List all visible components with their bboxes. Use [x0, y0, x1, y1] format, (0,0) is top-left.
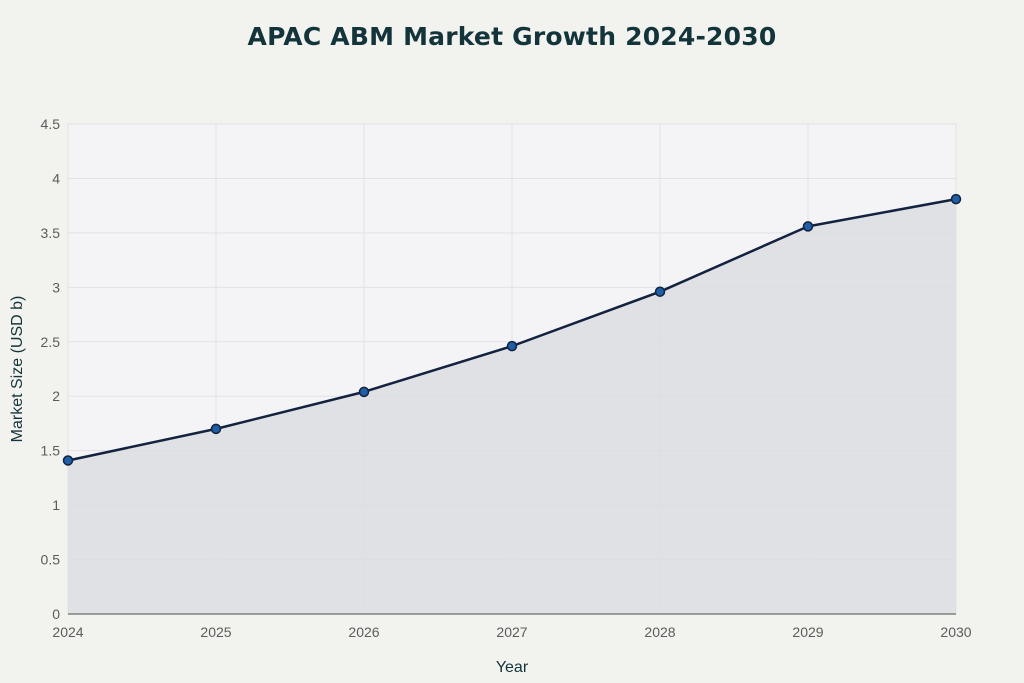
data-point-2025[interactable]: [210, 423, 222, 435]
x-tick-label: 2026: [348, 624, 379, 640]
y-axis-ticks: 0 0.5 1 1.5 2 2.5 3 3.5 4 4.5: [41, 116, 61, 622]
data-point-2030[interactable]: [950, 193, 962, 205]
y-tick-label: 3.5: [41, 225, 61, 241]
x-tick-label: 2030: [940, 624, 971, 640]
data-point-2026[interactable]: [358, 386, 370, 398]
y-tick-label: 2: [52, 388, 60, 404]
data-point-2029[interactable]: [802, 221, 814, 232]
data-point-2027[interactable]: [506, 340, 518, 352]
y-tick-label: 0: [52, 606, 60, 622]
x-tick-label: 2027: [496, 624, 527, 640]
x-axis-title: Year: [496, 659, 529, 676]
x-tick-label: 2025: [200, 624, 231, 640]
area-fill: [68, 199, 956, 614]
data-markers: [62, 193, 962, 466]
x-axis-ticks: 2024 2025 2026 2027 2028 2029 2030: [52, 624, 971, 640]
y-tick-label: 0.5: [41, 552, 61, 568]
x-tick-label: 2028: [644, 624, 675, 640]
y-tick-label: 2.5: [41, 334, 61, 350]
y-tick-label: 1.5: [41, 443, 61, 459]
y-tick-label: 1: [52, 497, 60, 513]
y-tick-label: 3: [52, 279, 60, 295]
chart-title: APAC ABM Market Growth 2024-2030: [247, 22, 777, 51]
x-tick-label: 2024: [52, 624, 83, 640]
data-point-2024[interactable]: [62, 455, 74, 466]
data-point-2028[interactable]: [654, 286, 666, 297]
y-axis-title: Market Size (USD b): [9, 296, 26, 443]
y-tick-label: 4: [52, 170, 60, 186]
x-tick-label: 2029: [792, 624, 823, 640]
y-tick-label: 4.5: [41, 116, 61, 132]
